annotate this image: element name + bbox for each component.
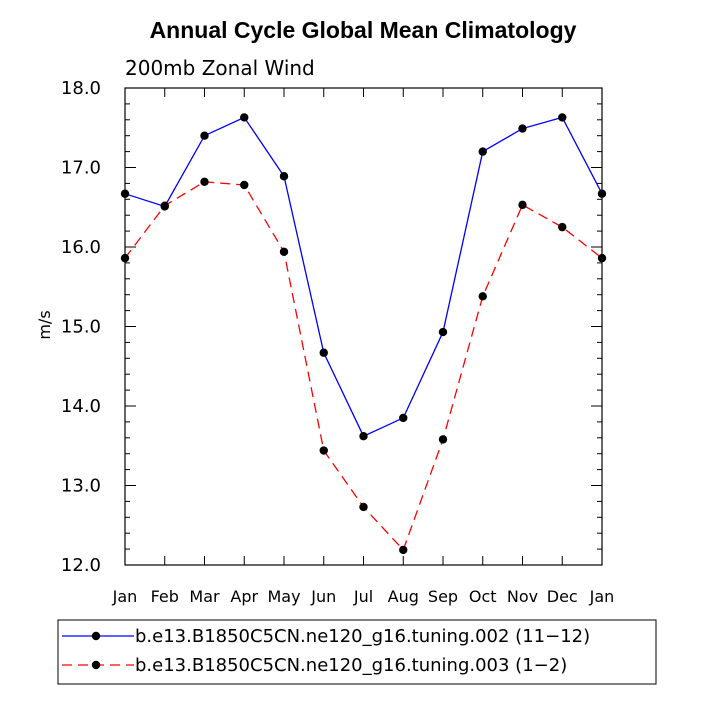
data-point — [240, 113, 249, 122]
data-point — [558, 113, 567, 122]
data-point — [279, 247, 289, 256]
data-point — [399, 545, 408, 555]
y-tick-label: 14.0 — [61, 396, 101, 417]
series-layer — [120, 113, 607, 555]
axis-ticks: Jan Feb Mar Apr May Jun Jul Aug Sep Oct Nov Dec Jan 1… — [61, 78, 614, 606]
data-point — [478, 147, 487, 156]
plot-frame — [124, 87, 603, 566]
data-point — [200, 177, 209, 187]
y-tick-label: 15.0 — [61, 317, 101, 338]
series-line — [124, 181, 603, 552]
y-tick-label: 17.0 — [61, 158, 101, 179]
data-point — [518, 200, 527, 210]
data-point — [597, 253, 607, 263]
data-point — [518, 124, 527, 133]
data-point — [438, 327, 448, 337]
x-tick-label: Sep — [428, 587, 458, 606]
y-axis-label: m/s — [35, 310, 54, 339]
data-point — [478, 292, 487, 301]
data-point — [399, 413, 408, 423]
y-tick-label: 13.0 — [61, 476, 101, 497]
data-point — [120, 189, 130, 198]
data-point — [120, 253, 130, 263]
y-tick-label: 16.0 — [61, 237, 101, 258]
legend-label: b.e13.B1850C5CN.ne120_g16.tuning.003 (1−… — [135, 655, 567, 676]
legend-box — [57, 619, 657, 685]
data-point — [240, 180, 249, 190]
data-point — [597, 189, 607, 198]
x-tick-label: Dec — [547, 587, 578, 606]
data-point — [319, 446, 328, 455]
data-point — [279, 172, 289, 181]
data-point — [359, 502, 368, 512]
x-tick-label: Aug — [388, 587, 419, 606]
series-line — [124, 116, 603, 438]
x-tick-label: Jan — [589, 587, 615, 606]
legend: b.e13.B1850C5CN.ne120_g16.tuning.002 (11… — [57, 619, 657, 685]
chart-subtitle: 200mb Zonal Wind — [125, 56, 315, 80]
legend-label: b.e13.B1850C5CN.ne120_g16.tuning.002 (11… — [135, 626, 590, 647]
legend-marker — [91, 660, 101, 670]
x-tick-label: Feb — [151, 587, 179, 606]
data-point — [438, 435, 448, 444]
x-tick-label: Mar — [189, 587, 220, 606]
data-point — [160, 201, 169, 210]
data-point — [558, 222, 567, 232]
x-tick-label: May — [267, 587, 300, 606]
legend-marker — [91, 631, 101, 641]
x-tick-label: Jun — [310, 587, 336, 606]
chart-title: Annual Cycle Global Mean Climatology — [150, 17, 577, 43]
data-point — [359, 432, 368, 441]
data-point — [319, 348, 328, 357]
series-1 — [120, 113, 607, 441]
x-tick-label: Oct — [469, 587, 497, 606]
series-2 — [120, 177, 607, 555]
data-point — [200, 131, 209, 140]
x-tick-label: Apr — [230, 587, 258, 606]
x-tick-label: Nov — [507, 587, 538, 606]
x-tick-label: Jan — [112, 587, 138, 606]
y-tick-label: 18.0 — [61, 78, 101, 99]
x-tick-label: Jul — [353, 587, 373, 606]
y-tick-label: 12.0 — [61, 555, 101, 576]
